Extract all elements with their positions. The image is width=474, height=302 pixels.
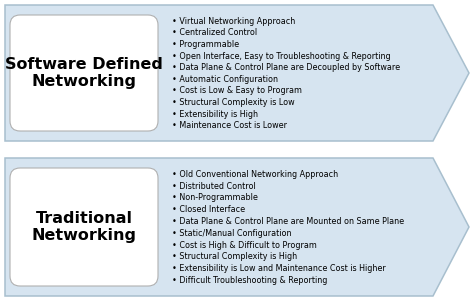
Polygon shape: [5, 5, 469, 141]
Text: • Structural Complexity is High: • Structural Complexity is High: [172, 252, 297, 261]
Text: • Open Interface, Easy to Troubleshooting & Reporting: • Open Interface, Easy to Troubleshootin…: [172, 52, 391, 60]
Text: • Non-Programmable: • Non-Programmable: [172, 193, 258, 202]
Text: Software Defined
Networking: Software Defined Networking: [5, 57, 163, 89]
Text: • Closed Interface: • Closed Interface: [172, 205, 245, 214]
Text: • Static/Manual Configuration: • Static/Manual Configuration: [172, 229, 292, 238]
Text: • Difficult Troubleshooting & Reporting: • Difficult Troubleshooting & Reporting: [172, 276, 328, 285]
Text: • Virtual Networking Approach: • Virtual Networking Approach: [172, 17, 295, 26]
Text: • Extensibility is Low and Maintenance Cost is Higher: • Extensibility is Low and Maintenance C…: [172, 264, 386, 273]
Polygon shape: [5, 158, 469, 296]
Text: • Distributed Control: • Distributed Control: [172, 182, 256, 191]
Text: • Old Conventional Networking Approach: • Old Conventional Networking Approach: [172, 170, 338, 179]
Text: • Cost is Low & Easy to Program: • Cost is Low & Easy to Program: [172, 86, 302, 95]
Text: • Automatic Configuration: • Automatic Configuration: [172, 75, 278, 84]
Text: • Data Plane & Control Plane are Mounted on Same Plane: • Data Plane & Control Plane are Mounted…: [172, 217, 404, 226]
Text: • Maintenance Cost is Lower: • Maintenance Cost is Lower: [172, 121, 287, 130]
Text: • Structural Complexity is Low: • Structural Complexity is Low: [172, 98, 295, 107]
Text: • Extensibility is High: • Extensibility is High: [172, 110, 258, 119]
Text: • Cost is High & Difficult to Program: • Cost is High & Difficult to Program: [172, 241, 317, 249]
Text: Traditional
Networking: Traditional Networking: [31, 211, 137, 243]
FancyBboxPatch shape: [10, 168, 158, 286]
FancyBboxPatch shape: [10, 15, 158, 131]
Text: • Data Plane & Control Plane are Decoupled by Software: • Data Plane & Control Plane are Decoupl…: [172, 63, 400, 72]
Text: • Programmable: • Programmable: [172, 40, 239, 49]
Text: • Centralized Control: • Centralized Control: [172, 28, 257, 37]
